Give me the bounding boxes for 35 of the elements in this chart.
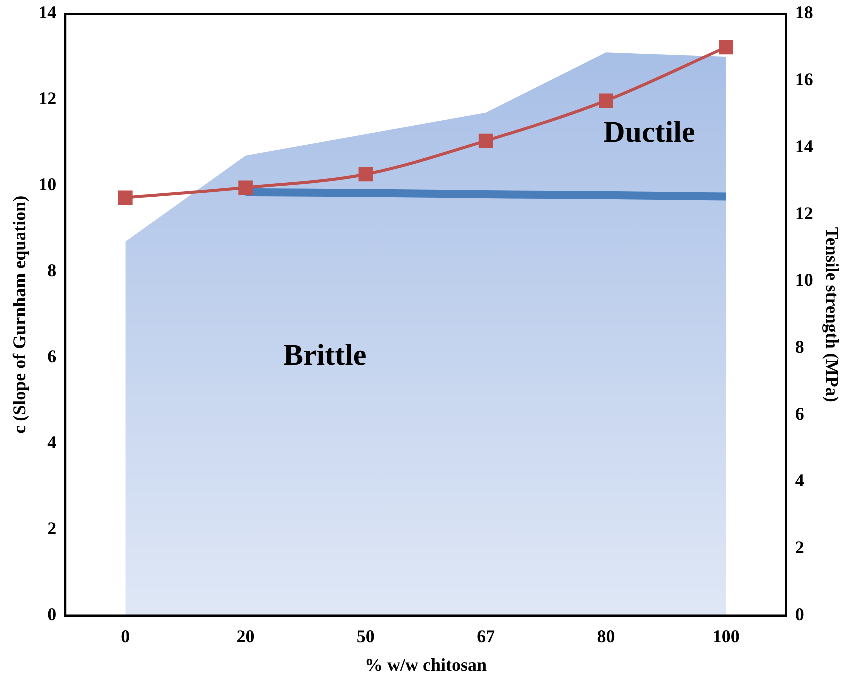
- y-tick-label: 6: [48, 346, 57, 367]
- y2-tick-label: 8: [795, 336, 804, 357]
- x-tick-label: 20: [236, 626, 255, 646]
- x-tick-label: 100: [712, 626, 740, 646]
- y2-tick-label: 14: [795, 136, 814, 156]
- annotation: Brittle: [283, 338, 367, 372]
- y2-axis-title: Tensile strength (MPa): [822, 227, 843, 402]
- y2-tick-label: 12: [795, 203, 814, 224]
- y2-tick-label: 6: [795, 404, 804, 424]
- x-tick-label: 50: [356, 626, 375, 646]
- y-tick-label: 10: [38, 174, 57, 195]
- annotation: Ductile: [604, 116, 696, 150]
- y-tick-label: 14: [38, 2, 57, 23]
- point: [118, 190, 133, 206]
- y-tick-label: 2: [48, 518, 57, 538]
- y-tick-label: 8: [48, 260, 57, 281]
- point: [599, 94, 614, 108]
- x-tick-label: 67: [477, 626, 496, 646]
- y2-tick-label: 10: [795, 270, 814, 290]
- point: [478, 134, 494, 148]
- y-axis-title: c (Slope of Gurnham equation): [9, 196, 30, 434]
- x-tick-label: 0: [121, 626, 130, 646]
- x-axis-title: % w/w chitosan: [364, 654, 488, 675]
- y2-tick-label: 4: [795, 470, 804, 491]
- point: [719, 40, 734, 55]
- point: [238, 180, 253, 196]
- y2-tick-label: 2: [795, 538, 804, 558]
- y2-tick-label: 18: [795, 2, 814, 23]
- y-tick-label: 12: [38, 88, 57, 109]
- y-tick-label: 0: [48, 604, 57, 624]
- y-tick-label: 4: [48, 432, 57, 453]
- y2-tick-label: 0: [795, 604, 804, 624]
- point: [358, 167, 374, 182]
- y2-tick-label: 16: [795, 70, 814, 90]
- x-tick-label: 80: [597, 626, 616, 646]
